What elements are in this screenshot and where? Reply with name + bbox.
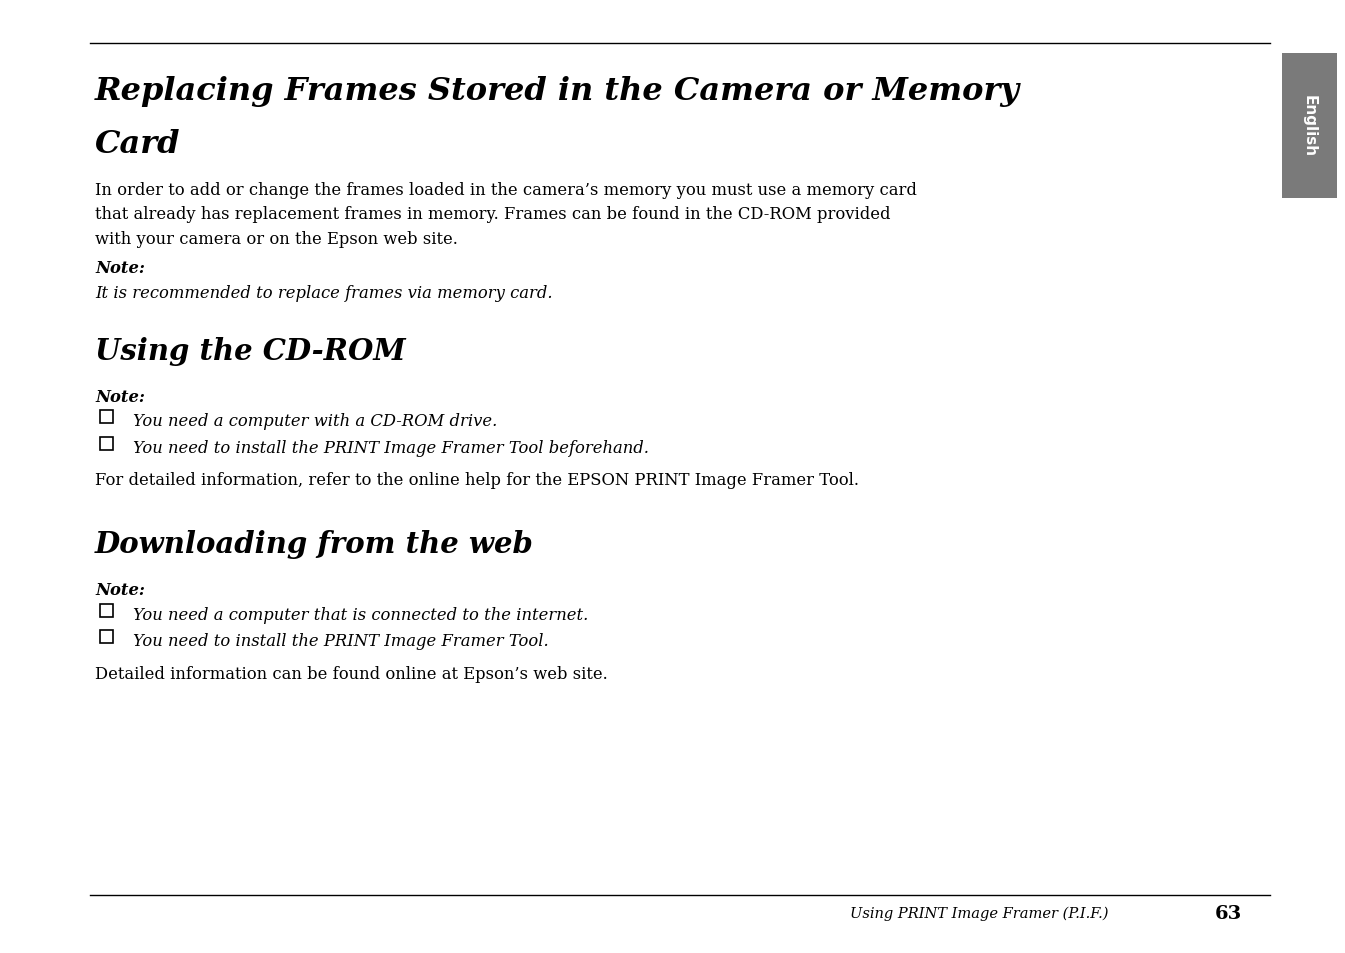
Text: You need a computer with a CD-ROM drive.: You need a computer with a CD-ROM drive. xyxy=(133,413,498,430)
Text: You need to install the PRINT Image Framer Tool.: You need to install the PRINT Image Fram… xyxy=(133,633,549,650)
Text: Detailed information can be found online at Epson’s web site.: Detailed information can be found online… xyxy=(95,665,608,682)
Text: Note:: Note: xyxy=(95,389,145,406)
Text: Using the CD-ROM: Using the CD-ROM xyxy=(95,336,406,366)
Bar xyxy=(1282,54,1337,199)
Text: that already has replacement frames in memory. Frames can be found in the CD-ROM: that already has replacement frames in m… xyxy=(95,206,890,223)
Text: 63: 63 xyxy=(1215,904,1243,923)
Text: Note:: Note: xyxy=(95,582,145,598)
Text: Downloading from the web: Downloading from the web xyxy=(95,530,534,558)
Text: with your camera or on the Epson web site.: with your camera or on the Epson web sit… xyxy=(95,231,457,248)
Text: In order to add or change the frames loaded in the camera’s memory you must use : In order to add or change the frames loa… xyxy=(95,182,917,199)
Text: You need a computer that is connected to the internet.: You need a computer that is connected to… xyxy=(133,606,588,623)
Bar xyxy=(100,411,113,424)
Text: It is recommended to replace frames via memory card.: It is recommended to replace frames via … xyxy=(95,285,553,302)
Text: Using PRINT Image Framer (P.I.F.): Using PRINT Image Framer (P.I.F.) xyxy=(850,906,1108,921)
Text: Card: Card xyxy=(95,129,180,160)
Bar xyxy=(100,604,113,618)
Bar xyxy=(100,437,113,451)
Text: English: English xyxy=(1302,95,1317,157)
Text: Note:: Note: xyxy=(95,260,145,277)
Bar xyxy=(100,631,113,644)
Text: For detailed information, refer to the online help for the EPSON PRINT Image Fra: For detailed information, refer to the o… xyxy=(95,472,859,489)
Text: You need to install the PRINT Image Framer Tool beforehand.: You need to install the PRINT Image Fram… xyxy=(133,439,650,456)
Text: Replacing Frames Stored in the Camera or Memory: Replacing Frames Stored in the Camera or… xyxy=(95,76,1020,107)
